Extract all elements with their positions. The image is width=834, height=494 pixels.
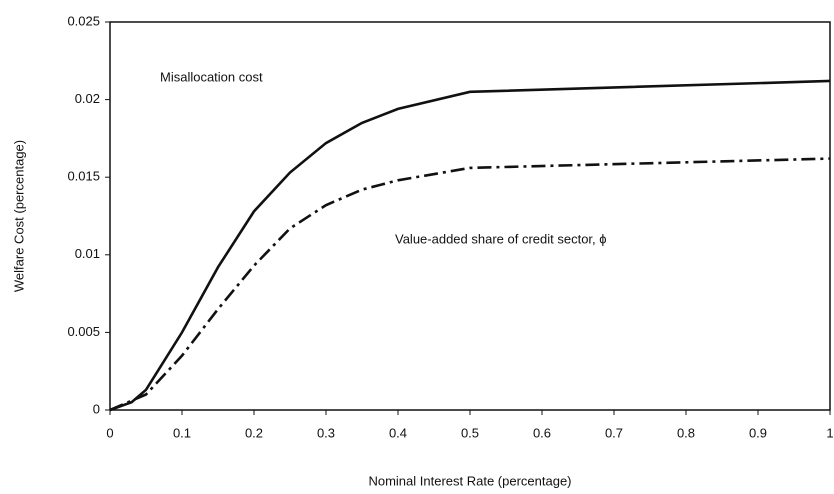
- x-tick-label: 0.9: [749, 425, 767, 440]
- y-tick-label: 0.01: [75, 246, 100, 261]
- data-line: [109, 157, 831, 412]
- x-tick-label: 0.7: [605, 425, 623, 440]
- series-label: Misallocation cost: [160, 69, 263, 84]
- x-tick-label: 0.4: [389, 425, 407, 440]
- x-tick-label: 1: [826, 425, 833, 440]
- data-line: [109, 79, 831, 412]
- x-tick-label: 0.3: [317, 425, 335, 440]
- x-axis-label: Nominal Interest Rate (percentage): [368, 473, 571, 488]
- y-tick-label: 0: [93, 401, 100, 416]
- x-tick-label: 0.6: [533, 425, 551, 440]
- x-tick-label: 0: [106, 425, 113, 440]
- y-tick-label: 0.015: [67, 169, 100, 184]
- x-tick-label: 0.5: [461, 425, 479, 440]
- x-tick-label: 0.1: [173, 425, 191, 440]
- y-axis-label: Welfare Cost (percentage): [11, 140, 26, 292]
- y-tick-label: 0.005: [67, 324, 100, 339]
- y-tick-label: 0.02: [75, 91, 100, 106]
- x-tick-label: 0.2: [245, 425, 263, 440]
- series-label: Value-added share of credit sector, ϕ: [395, 231, 607, 246]
- x-tick-label: 0.8: [677, 425, 695, 440]
- y-tick-label: 0.025: [67, 13, 100, 28]
